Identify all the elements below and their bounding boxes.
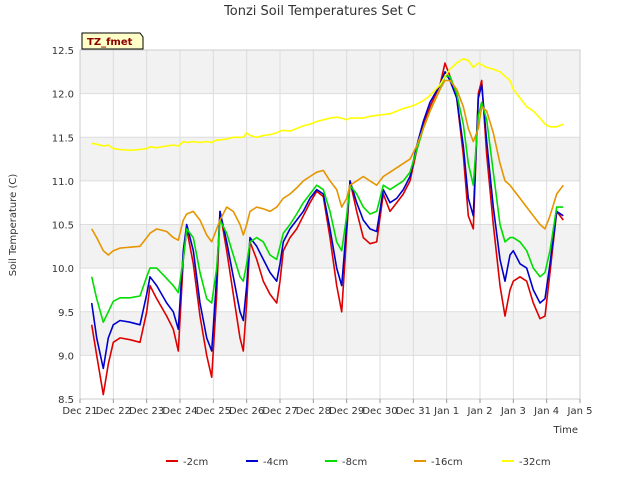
y-tick-label: 8.5: [58, 395, 74, 406]
plot-band: [80, 355, 580, 399]
plot-band: [80, 50, 580, 94]
legend-label: -2cm: [183, 457, 208, 468]
x-tick-label: Dec 28: [296, 406, 331, 417]
x-tick-label: Dec 31: [396, 406, 431, 417]
y-tick-label: 11.0: [52, 177, 74, 188]
plot-band: [80, 137, 580, 181]
series-line-32cm: [91, 57, 564, 152]
y-tick-label: 9.5: [58, 308, 74, 319]
plot-band: [80, 311, 580, 356]
legend-label: -16cm: [431, 457, 463, 468]
series-line-4cm: [90, 71, 564, 370]
y-tick-label: 12.0: [52, 90, 74, 101]
plot-band: [80, 268, 580, 312]
legend: -2cm -4cm -8cm -16cm -32cm: [166, 457, 551, 468]
x-tick-label: Dec 21: [62, 406, 97, 417]
x-tick-label: Jan 5: [567, 406, 593, 417]
y-tick-label: 10.0: [52, 264, 74, 275]
station-badge-label: TZ_fmet: [87, 37, 133, 48]
y-tick-label: 9.0: [58, 351, 74, 362]
series-line-2cm: [90, 62, 564, 396]
x-tick-label: Dec 27: [262, 406, 297, 417]
x-tick-label: Jan 3: [500, 406, 526, 417]
legend-label: -8cm: [342, 457, 367, 468]
x-tick-label: Dec 23: [129, 406, 164, 417]
legend-label: -32cm: [519, 457, 551, 468]
chart-title: Tonzi Soil Temperatures Set C: [223, 4, 416, 19]
y-axis-ticks: 8.5 9.0 9.5 10.0 10.5 11.0 11.5 12.0 12.5: [52, 46, 74, 406]
x-tick-label: Dec 29: [329, 406, 364, 417]
x-tick-label: Dec 25: [196, 406, 231, 417]
x-tick-label: Jan 2: [467, 406, 493, 417]
y-tick-label: 11.5: [52, 133, 74, 144]
x-tick-label: Dec 22: [96, 406, 131, 417]
series-line-8cm: [90, 75, 564, 323]
plot-frame: [79, 49, 581, 400]
y-axis-label: Soil Temperature (C): [8, 174, 19, 277]
y-tick-label: 10.5: [52, 221, 74, 232]
legend-label: -4cm: [263, 457, 288, 468]
x-tick-label: Dec 26: [229, 406, 264, 417]
series-line-16cm: [91, 79, 564, 256]
x-tick-label: Dec 30: [362, 406, 397, 417]
x-tick-label: Dec 24: [162, 406, 197, 417]
x-tick-label: Jan 1: [433, 406, 459, 417]
y-tick-label: 12.5: [52, 46, 74, 57]
plot-band: [80, 180, 580, 225]
station-badge: TZ_fmet: [81, 32, 144, 50]
x-axis-label: Time: [553, 425, 578, 436]
plot-band: [80, 93, 580, 138]
series-group: [90, 57, 564, 396]
x-tick-label: Jan 4: [533, 406, 559, 417]
